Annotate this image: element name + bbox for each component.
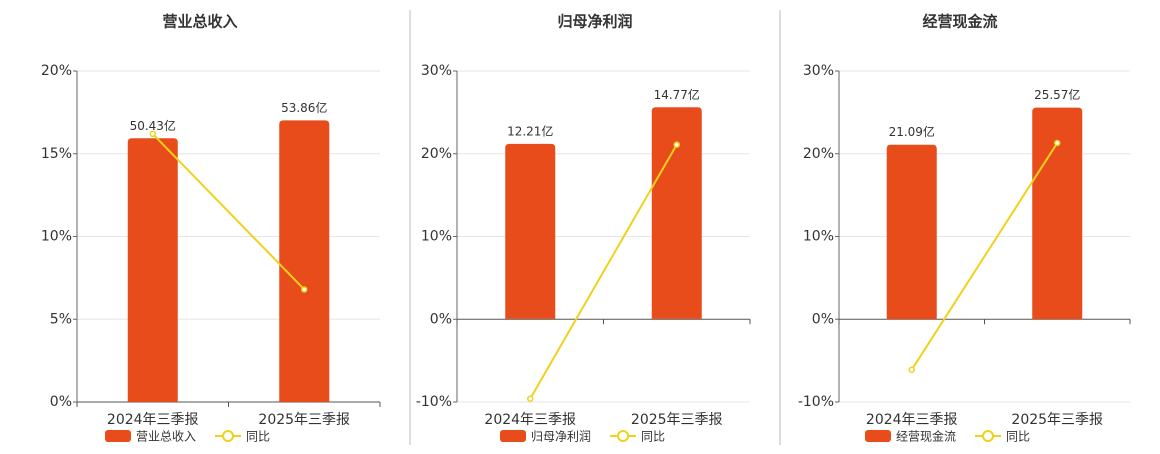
legend-label[interactable]: 同比 — [641, 430, 665, 444]
bar — [886, 144, 937, 320]
legend-label[interactable]: 同比 — [1006, 430, 1030, 444]
legend-label[interactable]: 营业总收入 — [136, 430, 196, 444]
y-tick-label: 30% — [803, 63, 834, 79]
chart-title: 营业总收入 — [162, 13, 237, 31]
y-tick-label: -10% — [416, 394, 452, 410]
value-label: 25.57亿 — [1034, 87, 1080, 102]
value-label: 14.77亿 — [654, 87, 700, 102]
line-series — [910, 142, 1059, 371]
chart-title: 经营现金流 — [922, 13, 997, 31]
y-tick-label: 15% — [41, 146, 72, 162]
x-tick-label: 2025年三季报 — [1011, 412, 1103, 428]
y-tick-label: 20% — [803, 146, 834, 162]
line-point — [301, 286, 308, 293]
x-tick-label: 2025年三季报 — [631, 412, 723, 428]
y-tick-label: 0% — [812, 311, 834, 327]
y-tick-label: 0% — [50, 394, 72, 410]
line-series — [152, 133, 305, 291]
bar — [651, 107, 702, 319]
x-tick-label: 2025年三季报 — [258, 412, 350, 428]
legend-point — [982, 430, 995, 442]
legend-swatch[interactable] — [865, 430, 891, 442]
y-tick-label: 10% — [803, 229, 834, 245]
legend-point — [222, 430, 235, 442]
y-tick-label: 5% — [50, 311, 72, 327]
y-tick-label: 20% — [421, 146, 452, 162]
y-tick-label: 0% — [430, 311, 452, 327]
value-label: 50.43亿 — [130, 118, 176, 133]
x-tick-label: 2024年三季报 — [107, 412, 199, 428]
chart-title: 归母净利润 — [557, 13, 632, 31]
line-series — [529, 144, 678, 400]
value-label: 12.21亿 — [507, 123, 553, 138]
y-tick-label: -10% — [798, 394, 834, 410]
y-tick-label: 10% — [421, 229, 452, 245]
legend-label[interactable]: 归母净利润 — [531, 430, 591, 444]
bar — [1032, 107, 1083, 320]
y-tick-label: 20% — [41, 63, 72, 79]
line-point — [673, 141, 680, 148]
legend-label[interactable]: 同比 — [246, 430, 270, 444]
bar — [127, 138, 178, 403]
bar — [279, 120, 330, 403]
y-tick-label: 10% — [41, 229, 72, 245]
legend-swatch[interactable] — [105, 430, 131, 442]
x-tick-label: 2024年三季报 — [866, 412, 958, 428]
line-point — [908, 366, 915, 373]
value-label: 21.09亿 — [889, 124, 935, 139]
legend-point — [617, 430, 630, 442]
value-label: 53.86亿 — [281, 100, 327, 115]
line-point — [527, 395, 534, 402]
line-point — [1054, 139, 1061, 147]
x-tick-label: 2024年三季报 — [484, 412, 576, 428]
bar — [505, 143, 556, 319]
legend-label[interactable]: 经营现金流 — [896, 429, 956, 444]
y-tick-label: 30% — [421, 63, 452, 79]
legend-swatch[interactable] — [500, 430, 526, 442]
line-point — [149, 130, 156, 138]
